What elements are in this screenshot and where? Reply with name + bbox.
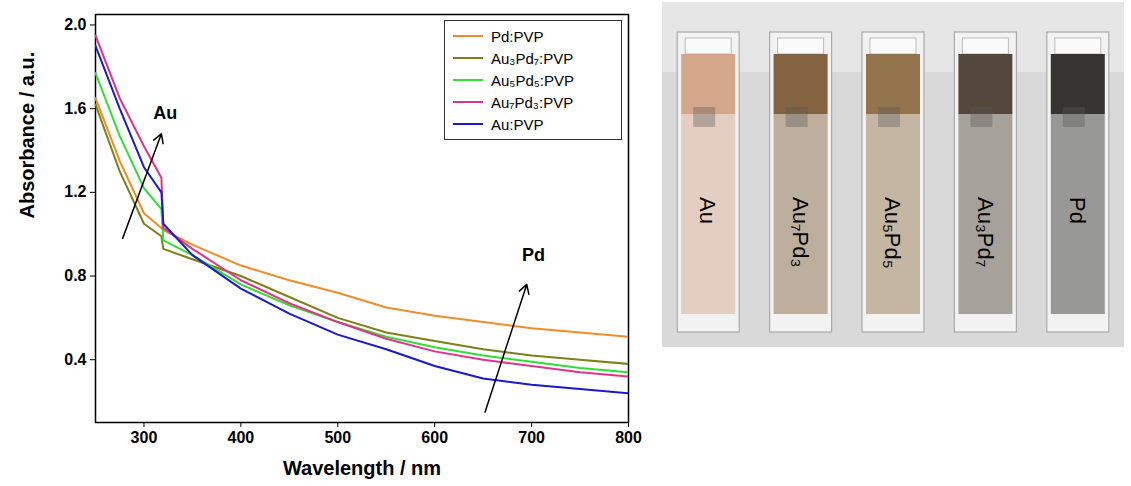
svg-text:Absorbance / a.u.: Absorbance / a.u. bbox=[16, 52, 38, 219]
svg-text:300: 300 bbox=[131, 429, 158, 446]
svg-text:Wavelength / nm: Wavelength / nm bbox=[283, 457, 441, 479]
html-text:Au:PVP: Au:PVP bbox=[491, 115, 544, 133]
svg-text:Pd: Pd bbox=[1065, 197, 1090, 224]
svg-text:0.8: 0.8 bbox=[64, 267, 86, 284]
svg-text:800: 800 bbox=[615, 429, 642, 446]
svg-text:Au₃Pd₇: Au₃Pd₇ bbox=[973, 197, 998, 267]
svg-text:600: 600 bbox=[421, 429, 448, 446]
svg-text:400: 400 bbox=[228, 429, 255, 446]
svg-text:0.4: 0.4 bbox=[64, 351, 86, 368]
html-text:Pd:PVP: Pd:PVP bbox=[491, 27, 544, 45]
svg-text:500: 500 bbox=[324, 429, 351, 446]
html-text:Au₇Pd₃:PVP: Au₇Pd₃:PVP bbox=[491, 93, 574, 111]
svg-text:1.6: 1.6 bbox=[64, 100, 86, 117]
svg-text:2.0: 2.0 bbox=[64, 16, 86, 33]
html-text:Au₃Pd₇:PVP: Au₃Pd₇:PVP bbox=[491, 49, 574, 67]
svg-text:Au₅Pd₅: Au₅Pd₅ bbox=[880, 197, 905, 269]
svg-text:Au: Au bbox=[153, 103, 177, 123]
svg-text:Au: Au bbox=[695, 197, 720, 224]
svg-text:Au₇Pd₃: Au₇Pd₃ bbox=[788, 197, 813, 267]
html-text:Au₅Pd₅:PVP: Au₅Pd₅:PVP bbox=[491, 71, 574, 89]
svg-text:700: 700 bbox=[518, 429, 545, 446]
svg-text:Pd: Pd bbox=[522, 245, 545, 265]
svg-text:1.2: 1.2 bbox=[64, 183, 86, 200]
